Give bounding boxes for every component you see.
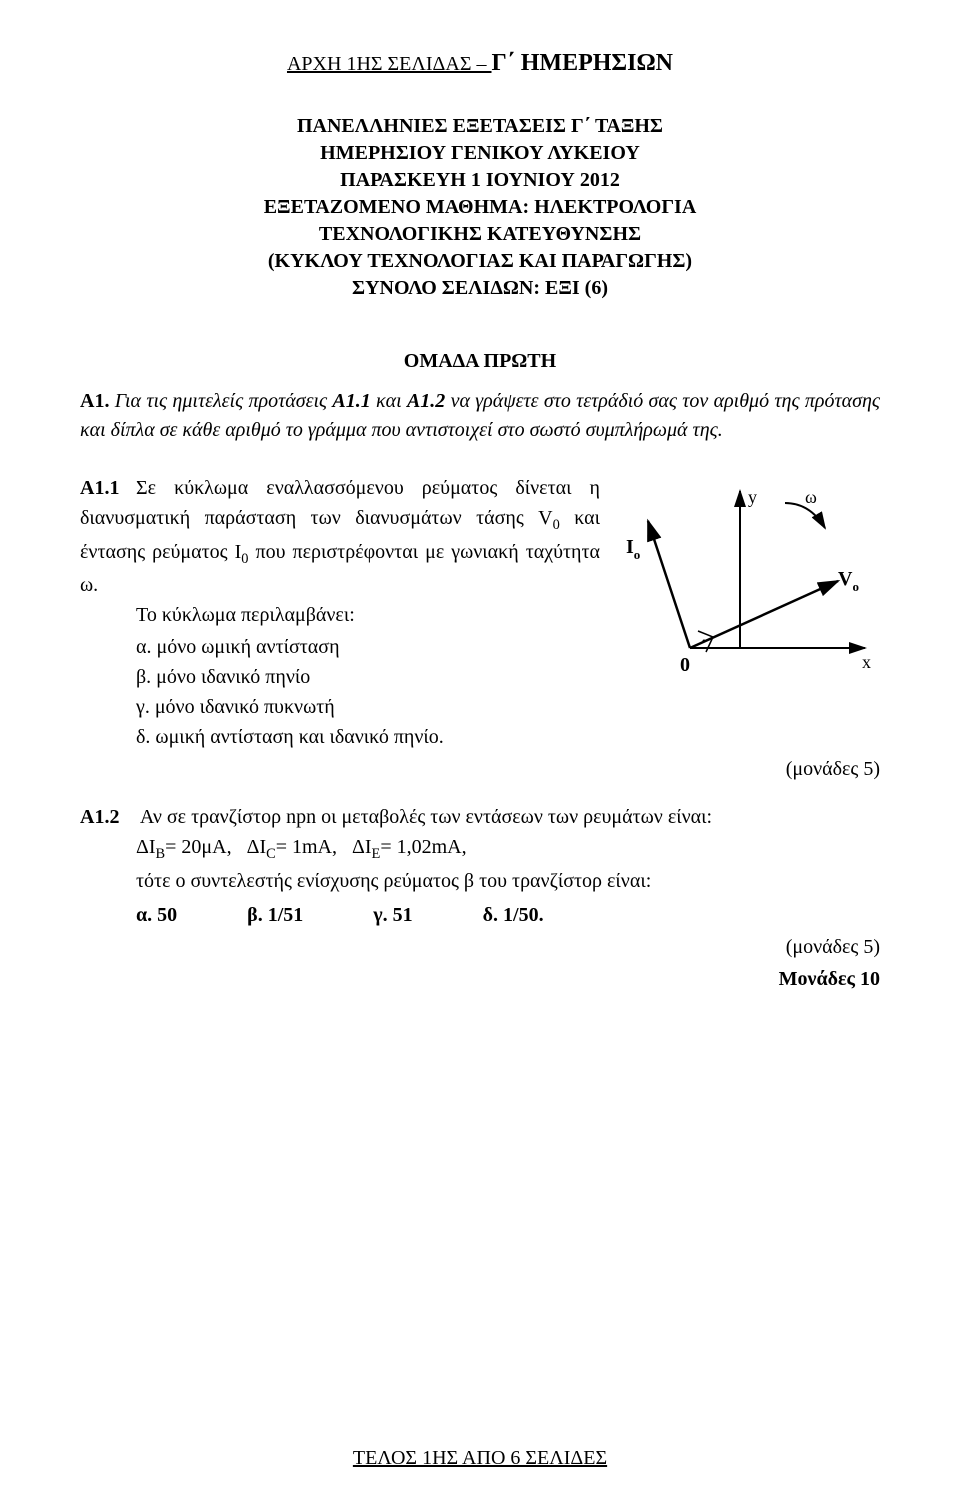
title-line-5: ΤΕΧΝΟΛΟΓΙΚΗΣ ΚΑΤΕΥΘΥΝΣΗΣ [80, 221, 880, 248]
q1-label: Α1.1 [80, 473, 136, 503]
instr-ref1: Α1.1 [332, 390, 370, 412]
q2-opt-b: β. 1/51 [247, 900, 303, 930]
question-a1-2: Α1.2 Αν σε τρανζίστορ npn οι μεταβολές τ… [80, 802, 880, 994]
exam-page: ΑΡΧΗ 1ΗΣ ΣΕΛΙΔΑΣ – Γ΄ ΗΜΕΡΗΣΙΩΝ ΠΑΝΕΛΛΗΝ… [0, 0, 960, 1510]
instructions: Α1. Για τις ημιτελείς προτάσεις Α1.1 και… [80, 387, 880, 445]
instr-and: και [371, 390, 407, 412]
group-title: ΟΜΑΔΑ ΠΡΩΤΗ [80, 350, 880, 373]
svg-text:Vo: Vo [838, 568, 859, 594]
q2-points: (μονάδες 5) [80, 932, 880, 962]
q1-text: Α1.1Σε κύκλωμα εναλλασσόμενου ρεύματος δ… [80, 473, 600, 722]
title-line-6: (ΚΥΚΛΟΥ ΤΕΧΝΟΛΟΓΙΑΣ ΚΑΙ ΠΑΡΑΓΩΓΗΣ) [80, 248, 880, 275]
q1-stem-a: Σε κύκλωμα εναλλασσόμενου ρεύματος δίνετ… [80, 477, 600, 529]
q1-opt-a: α. μόνο ωμική αντίσταση [80, 632, 600, 662]
page-header: ΑΡΧΗ 1ΗΣ ΣΕΛΙΔΑΣ – Γ΄ ΗΜΕΡΗΣΙΩΝ [80, 50, 880, 77]
label-origin: 0 [680, 654, 690, 676]
title-line-1: ΠΑΝΕΛΛΗΝΙΕΣ ΕΞΕΤΑΣΕΙΣ Γ΄ ΤΑΞΗΣ [80, 113, 880, 140]
q2-tail: τότε ο συντελεστής ενίσχυσης ρεύματος β … [80, 866, 880, 896]
title-line-7: ΣΥΝΟΛΟ ΣΕΛΙΔΩΝ: ΕΞΙ (6) [80, 275, 880, 302]
title-line-2: ΗΜΕΡΗΣΙΟΥ ΓΕΝΙΚΟΥ ΛΥΚΕΙΟΥ [80, 140, 880, 167]
label-Io: I [626, 536, 634, 558]
q1-opt-b: β. μόνο ιδανικό πηνίο [80, 662, 600, 692]
q1-opt-c: γ. μόνο ιδανικό πυκνωτή [80, 692, 600, 722]
question-a1-1: Α1.1Σε κύκλωμα εναλλασσόμενου ρεύματος δ… [80, 473, 880, 784]
q1-row: Α1.1Σε κύκλωμα εναλλασσόμενου ρεύματος δ… [80, 473, 880, 722]
q2-values: ΔIB= 20μA, ΔIC= 1mA, ΔIE= 1,02mA, [80, 832, 880, 866]
vector-diagram: y x ω 0 Io Vo [620, 473, 880, 712]
q1-opt-d: δ. ωμική αντίσταση και ιδανικό πηνίο. [80, 722, 880, 752]
title-block: ΠΑΝΕΛΛΗΝΙΕΣ ΕΞΕΤΑΣΕΙΣ Γ΄ ΤΑΞΗΣ ΗΜΕΡΗΣΙΟΥ… [80, 113, 880, 302]
q2-opt-d: δ. 1/50. [483, 900, 544, 930]
title-line-4: ΕΞΕΤΑΖΟΜΕΝΟ ΜΑΘΗΜΑ: ΗΛΕΚΤΡΟΛΟΓΙΑ [80, 194, 880, 221]
header-suffix: Γ΄ ΗΜΕΡΗΣΙΩΝ [492, 50, 674, 76]
instr-lead: Για τις ημιτελείς προτάσεις [109, 390, 332, 412]
q1-options: α. μόνο ωμική αντίσταση β. μόνο ιδανικό … [80, 632, 600, 722]
q2-opt-a: α. 50 [136, 900, 177, 930]
svg-text:Io: Io [626, 536, 640, 562]
instr-ref2: Α1.2 [407, 390, 445, 412]
q2-opt-c: γ. 51 [373, 900, 412, 930]
instr-label: Α1. [80, 390, 109, 412]
q2-stem-row: Α1.2 Αν σε τρανζίστορ npn οι μεταβολές τ… [80, 802, 880, 832]
q2-total: Μονάδες 10 [80, 964, 880, 994]
phasor-svg: y x ω 0 Io Vo [620, 473, 880, 703]
q1-points: (μονάδες 5) [80, 754, 880, 784]
page-footer: ΤΕΛΟΣ 1ΗΣ ΑΠΟ 6 ΣΕΛΙΔΕΣ [0, 1447, 960, 1470]
q1-stem-d: Το κύκλωμα περιλαμβάνει: [80, 600, 600, 630]
label-Vo-sub: o [852, 579, 859, 594]
label-y: y [748, 487, 757, 507]
label-x: x [862, 652, 871, 672]
q2-stem: Αν σε τρανζίστορ npn οι μεταβολές των εν… [136, 806, 712, 828]
header-prefix: ΑΡΧΗ 1ΗΣ ΣΕΛΙΔΑΣ – [287, 53, 492, 75]
title-line-3: ΠΑΡΑΣΚΕΥΗ 1 ΙΟΥΝΙΟΥ 2012 [80, 167, 880, 194]
q2-options: α. 50 β. 1/51 γ. 51 δ. 1/50. [80, 900, 880, 930]
q2-label: Α1.2 [80, 802, 136, 832]
label-omega: ω [805, 487, 817, 507]
q1-sub-0a: 0 [553, 517, 560, 533]
label-Io-sub: o [634, 547, 641, 562]
label-Vo: V [838, 568, 853, 590]
